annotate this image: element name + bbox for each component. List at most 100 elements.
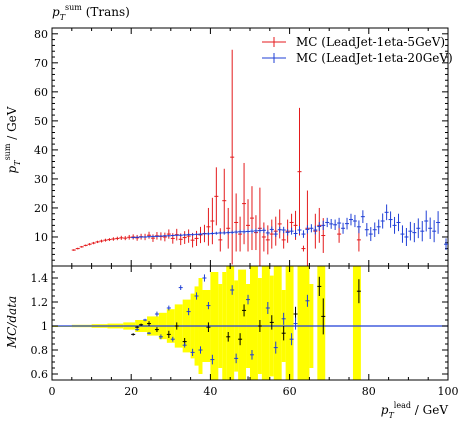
legend-label: MC (LeadJet-1eta-20GeV) <box>296 51 453 65</box>
data-point <box>147 231 152 239</box>
data-point <box>281 226 286 234</box>
band-segment <box>352 266 361 380</box>
data-point <box>356 220 361 234</box>
data-point <box>293 230 298 237</box>
data-point <box>317 222 322 231</box>
data-point <box>230 285 235 295</box>
data-point <box>170 234 175 237</box>
x-tick-label: 40 <box>203 385 217 398</box>
data-point <box>154 235 159 238</box>
data-point <box>277 209 282 239</box>
data-point <box>226 207 231 249</box>
data-point <box>329 218 334 229</box>
data-point <box>202 274 207 282</box>
data-point <box>95 240 100 244</box>
data-point <box>352 214 357 228</box>
data-point <box>154 327 159 332</box>
data-point <box>408 221 413 241</box>
data-point <box>444 238 449 251</box>
data-point <box>186 308 191 316</box>
data-point <box>269 226 274 233</box>
data-point <box>428 217 433 240</box>
data-point <box>166 234 171 237</box>
data-point <box>261 227 266 233</box>
data-point <box>321 220 326 231</box>
data-point <box>131 236 136 239</box>
data-point <box>99 239 104 243</box>
data-point <box>388 211 393 228</box>
title-suffix: (Trans) <box>82 5 130 19</box>
legend-label: MC (LeadJet-1eta-5GeV) <box>296 35 445 49</box>
data-point <box>210 354 215 365</box>
data-point <box>206 232 211 236</box>
data-point <box>210 197 215 245</box>
data-point <box>87 243 92 246</box>
title-symbol: p <box>52 5 60 19</box>
data-point <box>277 226 282 233</box>
data-point <box>190 348 195 356</box>
data-point <box>230 230 235 235</box>
band-segment <box>317 266 326 380</box>
data-point <box>71 249 76 251</box>
data-point <box>265 230 270 236</box>
data-point <box>206 322 211 332</box>
data-point <box>186 229 191 243</box>
main-y-tick-label: 50 <box>34 115 48 128</box>
main-y-axis-title: pTsum / GeV <box>3 106 22 173</box>
data-point <box>166 305 171 311</box>
data-point <box>257 187 262 266</box>
data-point <box>246 294 251 305</box>
band-segment <box>238 269 247 380</box>
svg-text:pTsum (Trans): pTsum (Trans) <box>52 3 130 22</box>
data-point <box>111 237 116 241</box>
data-point <box>384 204 389 221</box>
data-point <box>285 229 290 236</box>
data-point <box>135 326 140 329</box>
data-point <box>158 235 163 237</box>
data-point <box>253 228 258 234</box>
main-y-tick-label: 20 <box>34 202 48 215</box>
band-segment <box>261 266 270 380</box>
data-point <box>127 234 132 240</box>
data-point <box>376 219 381 235</box>
data-point <box>234 230 239 234</box>
data-point <box>154 311 159 317</box>
data-point <box>249 186 254 251</box>
data-point <box>198 232 203 236</box>
ratio-series <box>135 274 310 365</box>
main-y-tick-label: 60 <box>34 86 48 99</box>
data-point <box>261 222 266 252</box>
data-point <box>107 238 112 242</box>
data-point <box>170 336 175 342</box>
data-point <box>178 234 183 237</box>
data-point <box>83 244 88 247</box>
title-sup: sum <box>65 3 82 12</box>
data-point <box>166 330 171 338</box>
data-point <box>249 228 254 234</box>
data-point <box>432 220 437 243</box>
data-point <box>194 233 199 236</box>
data-point <box>174 322 179 330</box>
data-point <box>206 207 211 246</box>
data-point <box>131 333 136 336</box>
legend: MC (LeadJet-1eta-5GeV) MC (LeadJet-1eta-2… <box>262 35 453 65</box>
data-point <box>222 168 227 233</box>
data-point <box>150 235 155 238</box>
data-point <box>265 225 270 255</box>
data-point <box>265 302 270 314</box>
data-point <box>162 232 167 242</box>
title-sub: T <box>60 13 66 22</box>
ratio-y-tick-label: 1.2 <box>31 296 49 309</box>
data-point <box>348 213 353 226</box>
data-point <box>424 210 429 232</box>
data-point <box>281 326 286 341</box>
svg-text:pTlead / GeV: pTlead / GeV <box>381 401 449 420</box>
data-point <box>214 167 219 226</box>
data-point <box>412 223 417 243</box>
data-point <box>186 233 191 236</box>
ratio-series <box>131 276 361 380</box>
ratio-y-tick-label: 0.6 <box>31 368 49 381</box>
data-point <box>222 231 227 235</box>
data-point <box>238 333 243 346</box>
data-point <box>281 231 286 249</box>
